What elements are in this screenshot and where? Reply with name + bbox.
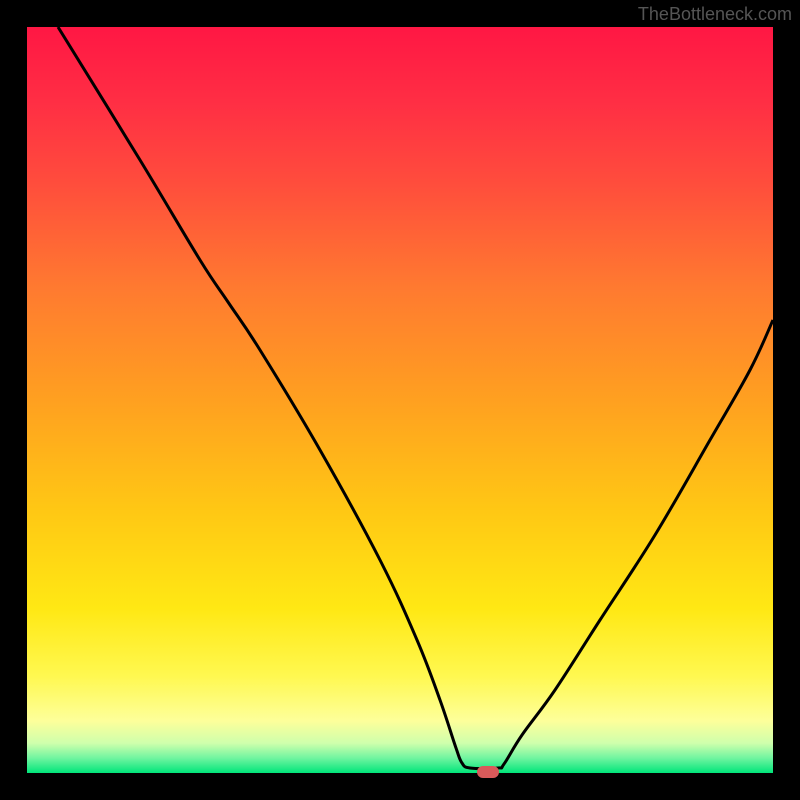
chart-plot-area <box>27 27 773 773</box>
optimal-marker <box>477 766 499 778</box>
bottleneck-curve <box>58 27 773 769</box>
chart-line-svg <box>27 27 773 773</box>
watermark-text: TheBottleneck.com <box>638 4 792 25</box>
